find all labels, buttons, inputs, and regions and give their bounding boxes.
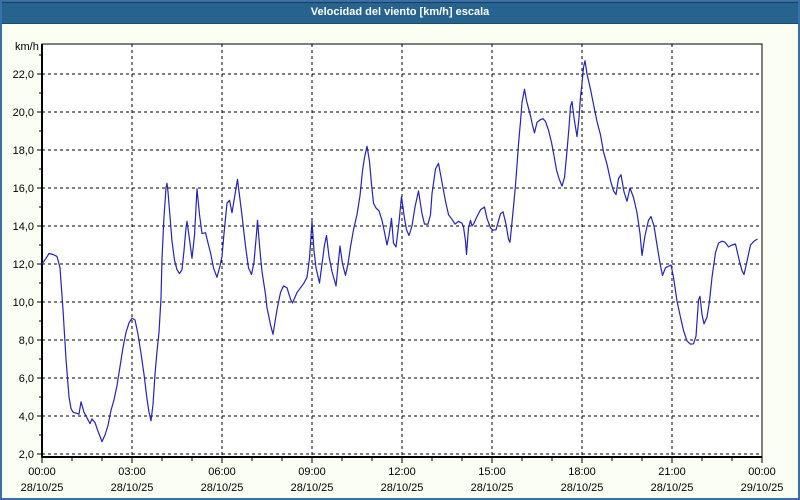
x-tick-date-label: 29/10/25 [741, 482, 784, 494]
x-tick-date-label: 28/10/25 [651, 482, 694, 494]
y-tick-label: 10,0 [13, 297, 34, 309]
window-title-bar: Velocidad del viento [km/h] escala [2, 2, 798, 24]
x-tick-date-label: 28/10/25 [381, 482, 424, 494]
x-tick-time-label: 12:00 [388, 466, 416, 478]
x-tick-time-label: 18:00 [568, 466, 596, 478]
window-title: Velocidad del viento [km/h] escala [310, 6, 490, 18]
x-tick-date-label: 28/10/25 [561, 482, 604, 494]
x-tick-time-label: 00:00 [748, 466, 776, 478]
wind-speed-series-line [41, 60, 758, 443]
x-tick-time-label: 00:00 [28, 466, 56, 478]
y-tick-label: 2,0 [19, 449, 34, 461]
chart-area: 22,0 20,0 18,0 16,0 14,0 12,0 10,0 8,0 6,0 4,0 2,0… [2, 23, 798, 498]
x-tick-date-label: 28/10/25 [471, 482, 514, 494]
x-tick-time-label: 15:00 [478, 466, 506, 478]
x-tick-date-label: 28/10/25 [291, 482, 334, 494]
y-tick-label: 18,0 [13, 145, 34, 157]
y-tick-label: 8,0 [19, 335, 34, 347]
y-tick-label: 12,0 [13, 259, 34, 271]
x-tick-date-label: 28/10/25 [201, 482, 244, 494]
wind-speed-line-chart: 22,0 20,0 18,0 16,0 14,0 12,0 10,0 8,0 6,0 4,0 2,0… [13, 41, 784, 494]
x-tick-time-label: 03:00 [118, 466, 146, 478]
x-tick-time-label: 09:00 [298, 466, 326, 478]
x-tick-date-label: 28/10/25 [111, 482, 154, 494]
y-tick-label: 4,0 [19, 411, 34, 423]
y-axis-unit-label: km/h [15, 41, 39, 53]
y-tick-label: 6,0 [19, 373, 34, 385]
y-tick-label: 20,0 [13, 107, 34, 119]
x-tick-time-label: 21:00 [658, 466, 686, 478]
y-tick-label: 22,0 [13, 69, 34, 81]
x-tick-date-label: 28/10/25 [21, 482, 64, 494]
y-tick-label: 16,0 [13, 183, 34, 195]
y-tick-label: 14,0 [13, 221, 34, 233]
x-tick-time-label: 06:00 [208, 466, 236, 478]
